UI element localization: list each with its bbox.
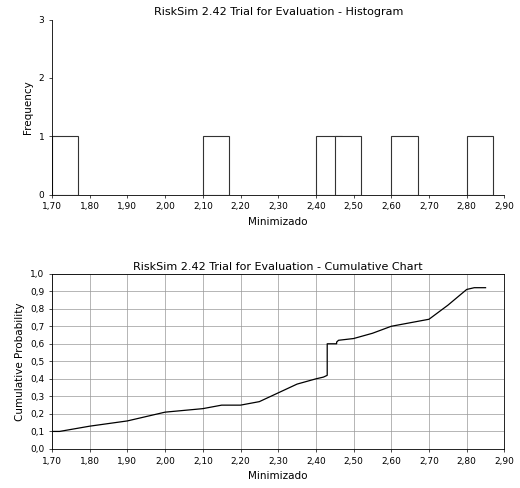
Bar (335, 136, 361, 195)
Y-axis label: Cumulative Probability: Cumulative Probability (15, 302, 24, 421)
Bar (52, 136, 79, 195)
Bar (316, 136, 342, 195)
Y-axis label: Frequency: Frequency (23, 81, 33, 134)
Bar (392, 136, 418, 195)
X-axis label: Minimizado: Minimizado (249, 471, 308, 481)
Title: RiskSim 2.42 Trial for Evaluation - Histogram: RiskSim 2.42 Trial for Evaluation - Hist… (153, 7, 403, 18)
Title: RiskSim 2.42 Trial for Evaluation - Cumulative Chart: RiskSim 2.42 Trial for Evaluation - Cumu… (134, 262, 423, 271)
Bar (203, 136, 229, 195)
X-axis label: Minimizado: Minimizado (249, 217, 308, 227)
Bar (467, 136, 493, 195)
